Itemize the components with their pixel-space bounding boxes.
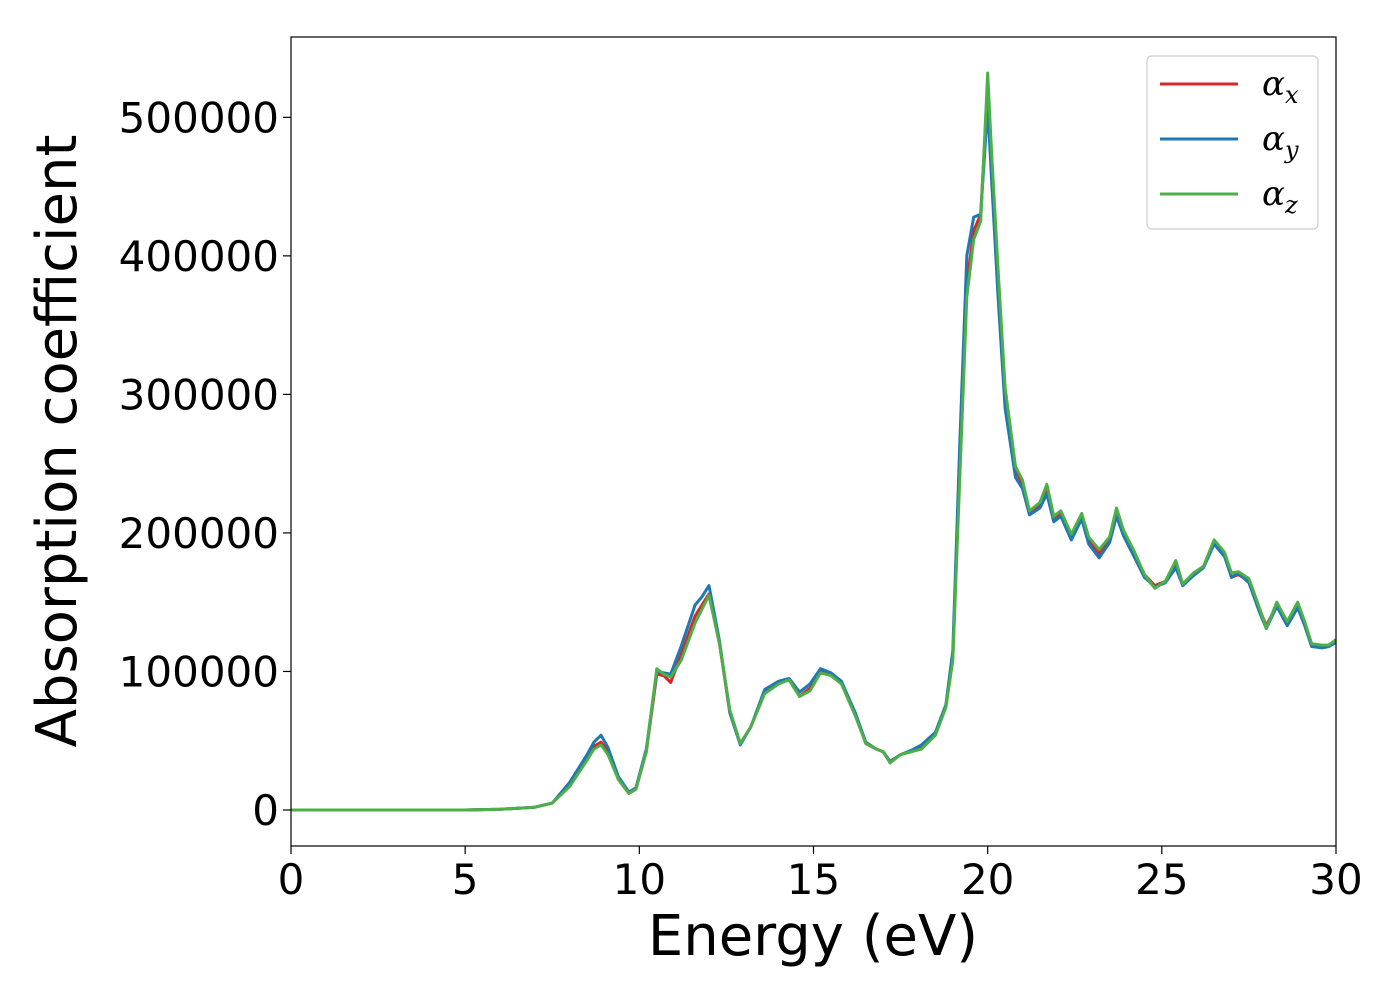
ticks-layer: 0 5 10 15 20 25 30 0 100000 200000 300000 400000 500… xyxy=(119,93,1363,904)
x-tick-label: 5 xyxy=(452,855,479,904)
y-tick-label: 200000 xyxy=(119,509,279,558)
y-tick-label: 100000 xyxy=(119,647,279,696)
legend-label-z: αz xyxy=(1262,174,1298,219)
y-tick-label: 500000 xyxy=(119,93,279,142)
series-layer xyxy=(291,71,1336,812)
legend-label-x: αx xyxy=(1262,64,1299,109)
y-tick-label: 400000 xyxy=(119,232,279,281)
legend-box xyxy=(1146,55,1319,230)
y-tick-label: 300000 xyxy=(119,370,279,419)
x-tick-label: 25 xyxy=(1135,855,1188,904)
legend-label-y: αy xyxy=(1262,119,1299,164)
y-axis-label: Absorption coefficient xyxy=(25,135,90,748)
x-tick-label: 20 xyxy=(961,855,1014,904)
x-tick-label: 30 xyxy=(1309,855,1362,904)
legend: αx αy αz xyxy=(1146,55,1319,230)
x-tick-label: 10 xyxy=(613,855,666,904)
x-tick-label: 0 xyxy=(278,855,305,904)
x-tick-label: 15 xyxy=(787,855,840,904)
y-tick-label: 0 xyxy=(252,786,279,835)
series-line-z xyxy=(291,71,1336,812)
x-axis-label: Energy (eV) xyxy=(648,904,978,969)
